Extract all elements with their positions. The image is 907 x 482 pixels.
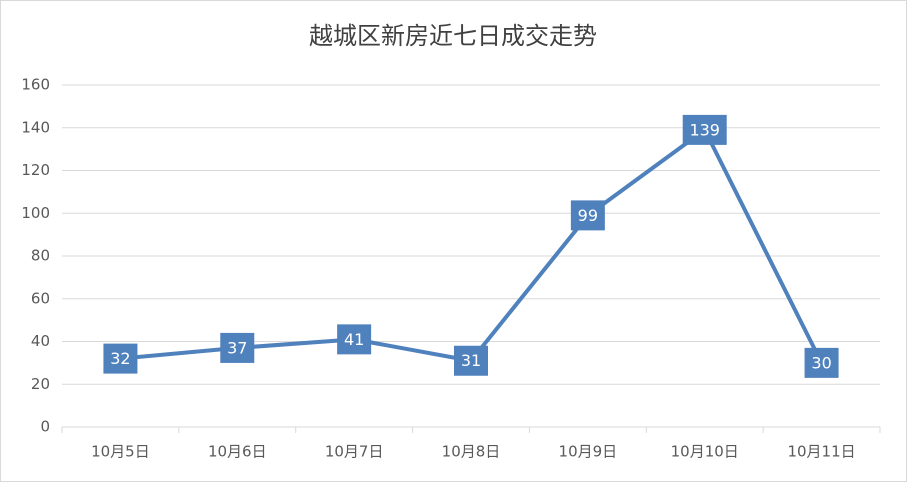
- value-label: 41: [344, 330, 364, 349]
- value-label-box: [682, 114, 727, 145]
- value-label-box: [220, 332, 255, 363]
- value-label: 30: [811, 353, 831, 372]
- y-tick-label: 0: [40, 418, 50, 436]
- x-tick-label: 10月10日: [671, 443, 739, 461]
- y-tick-label: 120: [21, 161, 50, 179]
- x-tick-label: 10月7日: [325, 443, 384, 461]
- y-tick-label: 40: [31, 332, 50, 350]
- value-label-box: [337, 324, 372, 355]
- value-label: 31: [461, 351, 481, 370]
- value-label-box: [103, 343, 138, 374]
- x-tick-label: 10月9日: [559, 443, 618, 461]
- y-tick-label: 100: [21, 204, 50, 222]
- value-label: 32: [110, 349, 130, 368]
- y-tick-label: 160: [21, 76, 50, 94]
- value-label-box: [570, 200, 605, 231]
- x-tick-label: 10月5日: [91, 443, 150, 461]
- y-tick-label: 20: [31, 375, 50, 393]
- value-label: 99: [578, 206, 598, 225]
- y-tick-label: 140: [21, 118, 50, 136]
- x-tick-label: 10月11日: [787, 443, 855, 461]
- value-label-box: [804, 347, 839, 378]
- y-tick-label: 60: [31, 289, 50, 307]
- x-tick-label: 10月6日: [208, 443, 267, 461]
- value-label: 37: [227, 338, 247, 357]
- value-label: 139: [689, 120, 720, 139]
- x-tick-label: 10月8日: [442, 443, 501, 461]
- chart-title: 越城区新房近七日成交走势: [309, 22, 597, 50]
- value-label-box: [454, 345, 488, 376]
- y-tick-label: 80: [31, 247, 50, 265]
